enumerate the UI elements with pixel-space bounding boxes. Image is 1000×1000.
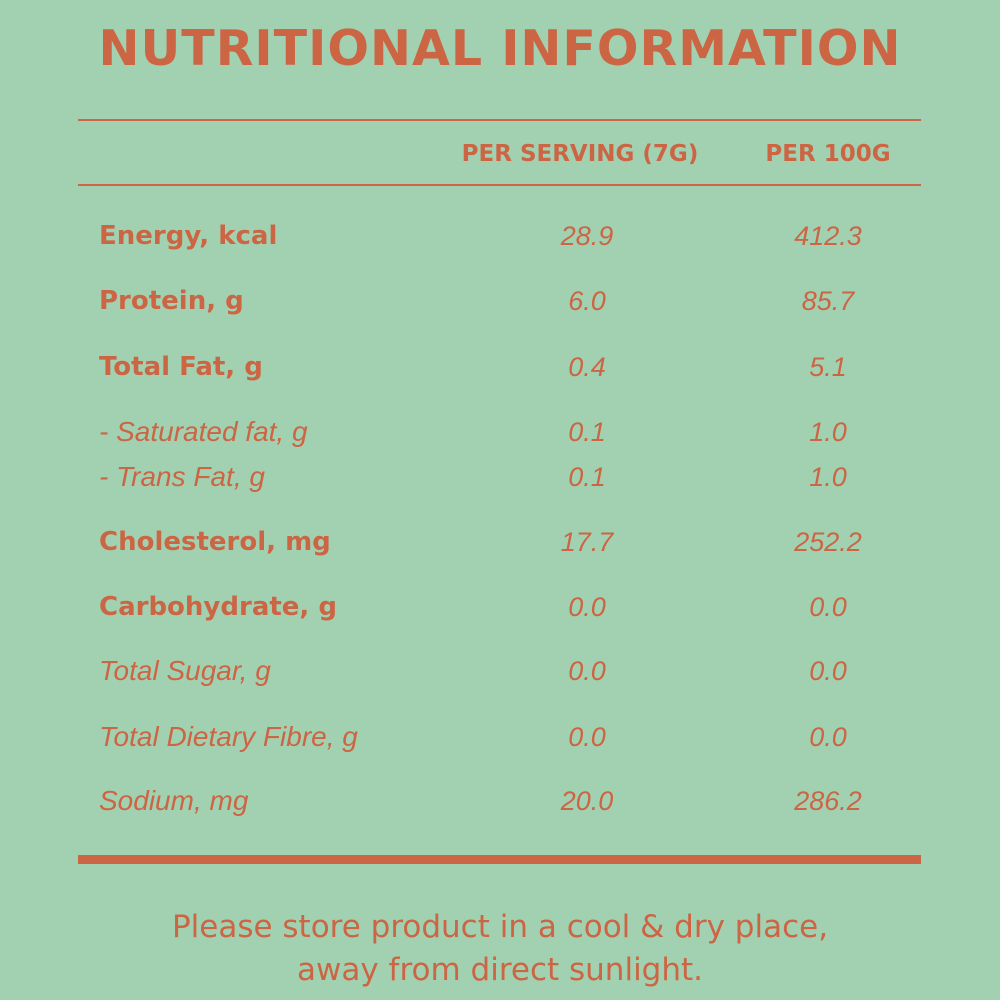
row-value-per-serving: 20.0 (560, 786, 614, 816)
table-row-total-sugar: Total Sugar, g 0.0 0.0 (0, 649, 1000, 693)
header-bottom-rule (78, 184, 921, 186)
row-label: - Saturated fat, g (99, 416, 308, 447)
row-label: Total Fat, g (99, 352, 263, 382)
table-row-protein: Protein, g 6.0 85.7 (0, 279, 1000, 323)
storage-note-line-1: Please store product in a cool & dry pla… (171, 909, 829, 945)
row-label: Cholesterol, mg (99, 527, 331, 557)
row-value-per-serving: 28.9 (560, 221, 614, 251)
table-row-saturated-fat: - Saturated fat, g 0.1 1.0 (0, 410, 1000, 454)
row-label: Total Sugar, g (99, 655, 271, 686)
row-label: Carbohydrate, g (99, 592, 337, 622)
row-value-per-serving: 0.0 (568, 656, 606, 686)
row-value-per-100g: 85.7 (801, 286, 855, 316)
table-row-trans-fat: - Trans Fat, g 0.1 1.0 (0, 455, 1000, 499)
row-label: Protein, g (99, 286, 244, 316)
table-row-dietary-fibre: Total Dietary Fibre, g 0.0 0.0 (0, 715, 1000, 759)
table-row-total-fat: Total Fat, g 0.4 5.1 (0, 345, 1000, 389)
row-value-per-100g: 5.1 (809, 352, 847, 382)
row-value-per-serving: 0.0 (568, 722, 606, 752)
column-header-per-serving: PER SERVING (7G) (461, 141, 699, 167)
row-value-per-serving: 0.1 (568, 417, 606, 447)
table-row-carbohydrate: Carbohydrate, g 0.0 0.0 (0, 585, 1000, 629)
row-value-per-serving: 0.0 (568, 592, 606, 622)
storage-note-line-2: away from direct sunlight. (296, 952, 704, 988)
row-value-per-serving: 0.4 (568, 352, 606, 382)
row-value-per-100g: 0.0 (809, 722, 847, 752)
row-value-per-serving: 17.7 (560, 527, 614, 557)
row-value-per-serving: 0.1 (568, 462, 606, 492)
row-value-per-100g: 0.0 (809, 592, 847, 622)
row-label: Sodium, mg (99, 785, 249, 816)
row-value-per-100g: 412.3 (794, 221, 862, 251)
row-label: Total Dietary Fibre, g (99, 721, 358, 752)
row-value-per-100g: 1.0 (809, 462, 847, 492)
row-label: - Trans Fat, g (99, 461, 265, 492)
row-value-per-100g: 286.2 (794, 786, 862, 816)
page-title: NUTRITIONAL INFORMATION (98, 20, 902, 77)
column-header-per-100g: PER 100G (765, 141, 891, 167)
row-value-per-100g: 0.0 (809, 656, 847, 686)
table-row-cholesterol: Cholesterol, mg 17.7 252.2 (0, 520, 1000, 564)
row-value-per-serving: 6.0 (568, 286, 606, 316)
row-value-per-100g: 252.2 (794, 527, 862, 557)
row-value-per-100g: 1.0 (809, 417, 847, 447)
row-label: Energy, kcal (99, 221, 278, 251)
table-row-sodium: Sodium, mg 20.0 286.2 (0, 779, 1000, 823)
header-top-rule (78, 119, 921, 121)
table-bottom-rule (78, 855, 921, 864)
table-row-energy: Energy, kcal 28.9 412.3 (0, 214, 1000, 258)
